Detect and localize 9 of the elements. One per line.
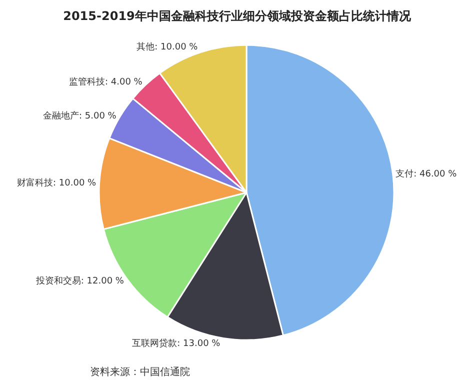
- slice-label: 其他: 10.00 %: [136, 42, 198, 53]
- slice-label: 投资和交易: 12.00 %: [34, 276, 124, 287]
- slice-label: 支付: 46.00 %: [396, 168, 458, 180]
- slice-label: 监管科技: 4.00 %: [68, 76, 143, 88]
- slice-label: 互联网贷款: 13.00 %: [132, 338, 221, 350]
- slice-label: 金融地产: 5.00 %: [43, 110, 117, 122]
- text: 资料来源：中国信通院: [90, 366, 190, 378]
- slice-label: 财富科技: 10.00 %: [17, 178, 97, 189]
- chart-title: 2015-2019年中国金融科技行业细分领域投资金额占比统计情况: [63, 8, 412, 23]
